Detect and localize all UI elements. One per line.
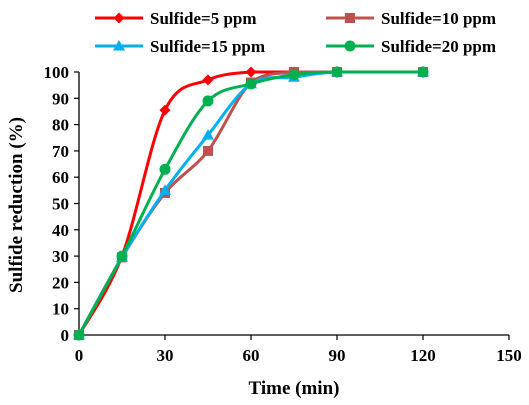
y-axis-label: Sulfide reduction (%) (6, 117, 27, 293)
legend: Sulfide=5 ppm Sulfide=10 ppm Sulfide=15 pp… (95, 9, 496, 56)
legend-item-4: Sulfide=20 ppm (326, 37, 496, 56)
x-tick-label: 30 (157, 346, 174, 365)
legend-item-2: Sulfide=10 ppm (326, 9, 496, 28)
x-axis-label: Time (min) (249, 378, 340, 399)
legend-marker (113, 12, 125, 24)
y-tick-label: 20 (52, 273, 69, 292)
series-line-1 (77, 70, 423, 336)
data-point (73, 329, 85, 341)
data-point (159, 184, 171, 195)
data-point (202, 95, 214, 107)
y-tick-label: 50 (52, 195, 69, 214)
y-tick-label: 10 (52, 300, 69, 319)
legend-marker (345, 13, 355, 23)
legend-label: Sulfide=15 ppm (150, 37, 265, 56)
plot-area: 0 30 60 90 120 150 0 10 20 30 40 50 60 70 80 90 100 (44, 63, 522, 365)
legend-item-3: Sulfide=15 ppm (95, 37, 265, 56)
data-point (159, 163, 171, 175)
series-line-3 (77, 70, 423, 336)
legend-label: Sulfide=20 ppm (381, 37, 496, 56)
y-tick-label: 80 (52, 116, 69, 135)
legend-label: Sulfide=10 ppm (381, 9, 496, 28)
data-point (116, 250, 128, 262)
y-tick-label: 90 (52, 89, 69, 108)
y-tick-label: 60 (52, 168, 69, 187)
legend-marker (113, 40, 125, 51)
y-tick-label: 100 (44, 63, 70, 82)
data-point (202, 74, 214, 86)
data-point (202, 129, 214, 140)
y-tick-label: 0 (61, 326, 70, 345)
data-point (245, 78, 257, 90)
data-point (159, 104, 171, 116)
x-tick-label: 60 (243, 346, 260, 365)
data-point (288, 69, 300, 81)
x-tick-label: 120 (410, 346, 436, 365)
legend-marker (344, 40, 356, 52)
legend-item-1: Sulfide=5 ppm (95, 9, 257, 28)
data-point (417, 66, 429, 78)
y-tick-label: 40 (52, 221, 69, 240)
x-tick-label: 0 (75, 346, 84, 365)
data-point (203, 145, 213, 156)
legend-label: Sulfide=5 ppm (150, 9, 257, 28)
data-point (245, 66, 257, 78)
series-line-4 (77, 70, 423, 336)
y-tick-label: 70 (52, 142, 69, 161)
series-line-2 (77, 70, 423, 336)
data-point (331, 66, 343, 78)
x-tick-label: 150 (496, 346, 522, 365)
x-tick-label: 90 (329, 346, 346, 365)
y-tick-label: 30 (52, 247, 69, 266)
